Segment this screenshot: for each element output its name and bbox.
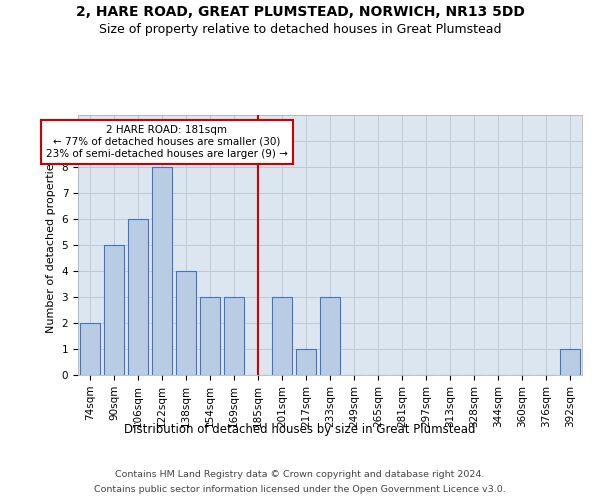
Text: Size of property relative to detached houses in Great Plumstead: Size of property relative to detached ho…: [99, 22, 501, 36]
Text: Contains HM Land Registry data © Crown copyright and database right 2024.: Contains HM Land Registry data © Crown c…: [115, 470, 485, 479]
Bar: [272, 297, 292, 375]
Bar: [296, 349, 316, 375]
Bar: [560, 349, 580, 375]
Bar: [176, 271, 196, 375]
Text: 2 HARE ROAD: 181sqm
← 77% of detached houses are smaller (30)
23% of semi-detach: 2 HARE ROAD: 181sqm ← 77% of detached ho…: [46, 126, 288, 158]
Bar: [224, 297, 244, 375]
Bar: [200, 297, 220, 375]
Bar: [152, 167, 172, 375]
Bar: [80, 323, 100, 375]
Text: Contains public sector information licensed under the Open Government Licence v3: Contains public sector information licen…: [94, 485, 506, 494]
Text: 2, HARE ROAD, GREAT PLUMSTEAD, NORWICH, NR13 5DD: 2, HARE ROAD, GREAT PLUMSTEAD, NORWICH, …: [76, 5, 524, 19]
Text: Distribution of detached houses by size in Great Plumstead: Distribution of detached houses by size …: [124, 422, 476, 436]
Bar: [320, 297, 340, 375]
Y-axis label: Number of detached properties: Number of detached properties: [46, 158, 56, 332]
Bar: [128, 219, 148, 375]
Bar: [104, 245, 124, 375]
